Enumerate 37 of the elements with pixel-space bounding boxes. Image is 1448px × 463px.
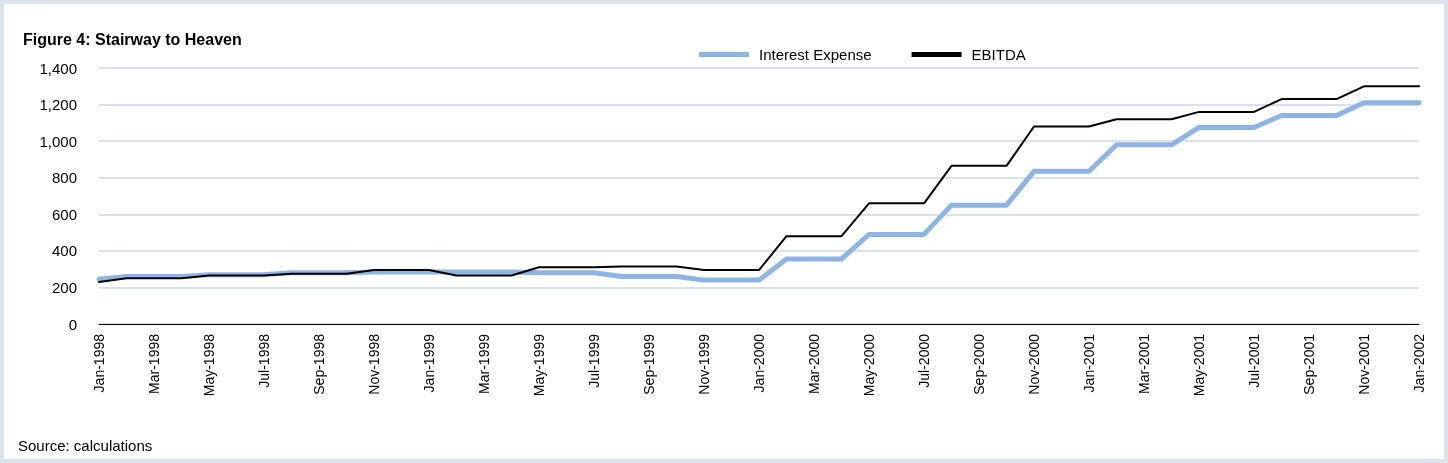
x-tick-label: Jul-2000	[916, 333, 932, 388]
y-tick-label: 1,400	[39, 59, 77, 77]
legend-label: EBITDA	[971, 46, 1026, 63]
source-note: Source: calculations	[18, 437, 153, 454]
x-tick-label: Jan-2001	[1081, 333, 1097, 393]
x-tick-label: Nov-1999	[696, 333, 712, 395]
x-tick-label: Jul-2001	[1246, 333, 1262, 388]
x-tick-label: Mar-1999	[476, 333, 492, 394]
x-tick-label: May-1999	[531, 333, 547, 397]
y-tick-label: 600	[51, 205, 77, 223]
x-tick-label: Jul-1998	[256, 333, 272, 388]
chart-title: Figure 4: Stairway to Heaven	[23, 30, 242, 48]
x-tick-label: Nov-2001	[1356, 333, 1372, 395]
legend-label: Interest Expense	[759, 46, 872, 63]
y-tick-label: 800	[51, 169, 77, 187]
x-tick-label: May-2001	[1191, 333, 1207, 397]
x-tick-label: Nov-2000	[1026, 333, 1042, 395]
x-tick-label: Sep-2001	[1301, 333, 1317, 395]
y-tick-label: 1,000	[39, 132, 77, 150]
x-tick-label: Sep-1999	[641, 333, 657, 395]
x-tick-label: Sep-1998	[311, 333, 327, 395]
x-tick-label: Jan-1998	[91, 333, 107, 393]
x-tick-label: Nov-1998	[366, 333, 382, 395]
y-tick-label: 1,200	[39, 96, 77, 114]
x-tick-label: Mar-2001	[1136, 333, 1152, 394]
x-tick-label: Jan-2002	[1411, 333, 1427, 393]
x-tick-label: Mar-2000	[806, 333, 822, 394]
x-tick-label: May-1998	[201, 333, 217, 397]
y-tick-label: 400	[51, 242, 77, 260]
y-tick-label: 200	[51, 278, 77, 296]
y-tick-label: 0	[68, 315, 77, 333]
x-tick-label: Mar-1998	[146, 333, 162, 394]
x-tick-label: Jul-1999	[586, 333, 602, 388]
x-tick-label: May-2000	[861, 333, 877, 397]
x-tick-label: Sep-2000	[971, 333, 987, 395]
x-tick-label: Jan-1999	[421, 333, 437, 393]
x-tick-label: Jan-2000	[751, 333, 767, 393]
